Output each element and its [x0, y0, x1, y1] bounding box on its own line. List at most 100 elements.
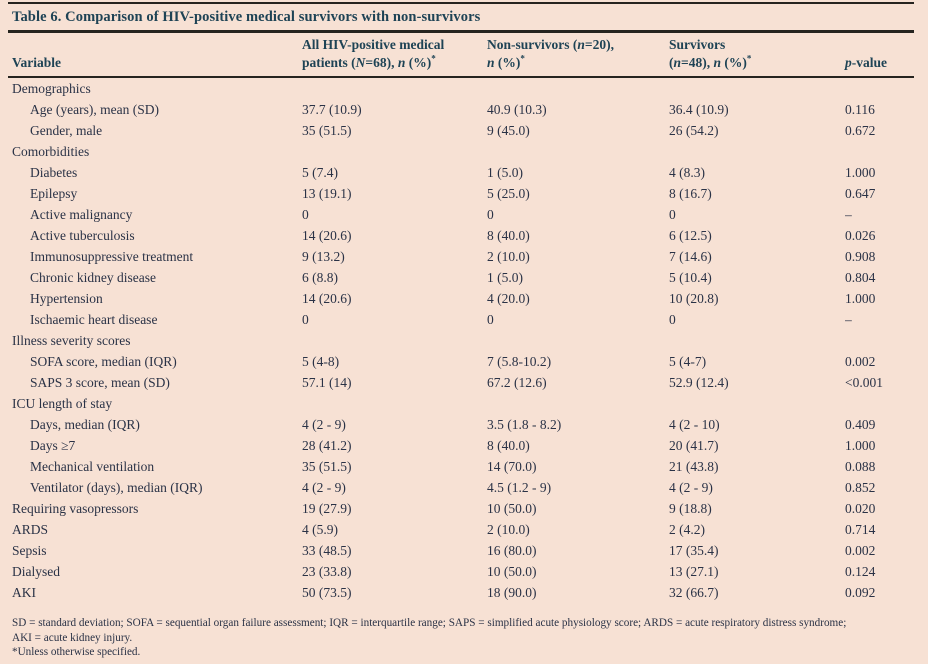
- cell-p-value: [845, 393, 914, 414]
- table-row: SOFA score, median (IQR) 5 (4-8) 7 (5.8-…: [8, 351, 914, 372]
- cell-survivors: 8 (16.7): [669, 186, 712, 201]
- cell-p-value: [845, 141, 914, 162]
- cell-non-survivors: 8 (40.0): [487, 228, 530, 243]
- cell-all-patients: 4 (5.9): [302, 522, 338, 537]
- cell-all-patients: [302, 78, 487, 99]
- cell-non-survivors: 40.9 (10.3): [487, 102, 547, 117]
- cell-all-patients: 9 (13.2): [302, 249, 345, 264]
- row-label: SAPS 3 score, mean (SD): [30, 375, 170, 390]
- cell-survivors: 2 (4.2): [669, 522, 705, 537]
- table-figure: Table 6. Comparison of HIV-positive medi…: [8, 0, 914, 660]
- cell-p-value: 0.002: [845, 543, 876, 558]
- table-row: Chronic kidney disease 6 (8.8) 1 (5.0) 5…: [8, 267, 914, 288]
- cell-non-survivors: [487, 141, 669, 162]
- cell-all-patients: 5 (7.4): [302, 165, 338, 180]
- header-rule: [8, 76, 914, 78]
- top-rule: [8, 2, 914, 4]
- cell-p-value: 0.908: [845, 249, 876, 264]
- table-row: Epilepsy 13 (19.1) 5 (25.0) 8 (16.7) 0.6…: [8, 183, 914, 204]
- cell-all-patients: [302, 141, 487, 162]
- cell-non-survivors: 9 (45.0): [487, 123, 530, 138]
- cell-p-value: 0.852: [845, 480, 876, 495]
- cell-p-value: 0.409: [845, 417, 876, 432]
- table-title: Table 6. Comparison of HIV-positive medi…: [12, 9, 481, 25]
- cell-non-survivors: 16 (80.0): [487, 543, 537, 558]
- cell-p-value: 0.124: [845, 564, 876, 579]
- cell-all-patients: 14 (20.6): [302, 291, 352, 306]
- cell-survivors: 4 (2 - 9): [669, 480, 713, 495]
- cell-non-survivors: 4 (20.0): [487, 291, 530, 306]
- cell-survivors: 17 (35.4): [669, 543, 719, 558]
- cell-p-value: 0.026: [845, 228, 876, 243]
- cell-p-value: 0.672: [845, 123, 876, 138]
- table-row: Hypertension 14 (20.6) 4 (20.0) 10 (20.8…: [8, 288, 914, 309]
- cell-non-survivors: 2 (10.0): [487, 249, 530, 264]
- row-label: Gender, male: [30, 123, 103, 138]
- row-label: AKI: [12, 585, 36, 600]
- cell-survivors: 6 (12.5): [669, 228, 712, 243]
- cell-all-patients: 5 (4-8): [302, 354, 340, 369]
- cell-p-value: 1.000: [845, 165, 876, 180]
- header-all-line2: patients (N=68), n (%)*: [302, 53, 436, 70]
- cell-all-patients: 23 (33.8): [302, 564, 352, 579]
- row-label: Immunosuppressive treatment: [30, 249, 194, 264]
- table-row: Immunosuppressive treatment 9 (13.2) 2 (…: [8, 246, 914, 267]
- table-row: ARDS 4 (5.9) 2 (10.0) 2 (4.2) 0.714: [8, 519, 914, 540]
- table-footnotes: SD = standard deviation; SOFA = sequenti…: [8, 616, 914, 660]
- header-non-line1: Non-survivors (n=20),: [487, 37, 614, 52]
- row-label: Dialysed: [12, 564, 60, 579]
- row-label: Comorbidities: [12, 144, 90, 159]
- cell-all-patients: 4 (2 - 9): [302, 480, 346, 495]
- footnote-abbreviations-line2: AKI = acute kidney injury.: [12, 631, 133, 644]
- table-row: Days, median (IQR) 4 (2 - 9) 3.5 (1.8 - …: [8, 414, 914, 435]
- cell-p-value: 0.092: [845, 585, 876, 600]
- cell-p-value: <0.001: [845, 375, 883, 390]
- header-non-line2: n (%)*: [487, 53, 525, 70]
- row-label: Diabetes: [30, 165, 78, 180]
- cell-survivors: 13 (27.1): [669, 564, 719, 579]
- cell-all-patients: 35 (51.5): [302, 459, 352, 474]
- row-label: Sepsis: [12, 543, 47, 558]
- table-body: Demographics Age (years), mean (SD) 37.7…: [8, 78, 914, 603]
- cell-survivors: [669, 330, 845, 351]
- cell-non-survivors: 5 (25.0): [487, 186, 530, 201]
- cell-survivors: 4 (2 - 10): [669, 417, 720, 432]
- cell-non-survivors: 3.5 (1.8 - 8.2): [487, 417, 562, 432]
- cell-non-survivors: 1 (5.0): [487, 165, 523, 180]
- cell-survivors: 26 (54.2): [669, 123, 719, 138]
- cell-p-value: [845, 78, 914, 99]
- cell-all-patients: 4 (2 - 9): [302, 417, 346, 432]
- row-label: Requiring vasopressors: [12, 501, 139, 516]
- cell-non-survivors: 4.5 (1.2 - 9): [487, 480, 552, 495]
- table-row: Gender, male 35 (51.5) 9 (45.0) 26 (54.2…: [8, 120, 914, 141]
- table-row: SAPS 3 score, mean (SD) 57.1 (14) 67.2 (…: [8, 372, 914, 393]
- cell-p-value: 1.000: [845, 438, 876, 453]
- row-label: Illness severity scores: [12, 333, 131, 348]
- cell-all-patients: 50 (73.5): [302, 585, 352, 600]
- row-label: Mechanical ventilation: [30, 459, 155, 474]
- cell-survivors: 32 (66.7): [669, 585, 719, 600]
- table-row: Sepsis 33 (48.5) 16 (80.0) 17 (35.4) 0.0…: [8, 540, 914, 561]
- table-row: Illness severity scores: [8, 330, 914, 351]
- cell-survivors: 4 (8.3): [669, 165, 705, 180]
- header-p-value-label: p-value: [845, 55, 887, 70]
- row-label: Days ≥7: [30, 438, 76, 453]
- cell-all-patients: 0: [302, 312, 309, 327]
- cell-p-value: 0.647: [845, 186, 876, 201]
- table-row: Days ≥7 28 (41.2) 8 (40.0) 20 (41.7) 1.0…: [8, 435, 914, 456]
- cell-non-survivors: 67.2 (12.6): [487, 375, 547, 390]
- cell-all-patients: 14 (20.6): [302, 228, 352, 243]
- cell-all-patients: 6 (8.8): [302, 270, 338, 285]
- cell-all-patients: 35 (51.5): [302, 123, 352, 138]
- title-rule: [8, 30, 914, 33]
- cell-all-patients: [302, 330, 487, 351]
- cell-all-patients: 33 (48.5): [302, 543, 352, 558]
- row-label: Epilepsy: [30, 186, 78, 201]
- table-header: Variable All HIV-positive medical patien…: [8, 33, 914, 76]
- cell-p-value: 1.000: [845, 291, 876, 306]
- cell-p-value: 0.088: [845, 459, 876, 474]
- table-row: ICU length of stay: [8, 393, 914, 414]
- row-label: Days, median (IQR): [30, 417, 140, 432]
- cell-all-patients: 13 (19.1): [302, 186, 352, 201]
- footnote-abbreviations-line1: SD = standard deviation; SOFA = sequenti…: [12, 617, 847, 629]
